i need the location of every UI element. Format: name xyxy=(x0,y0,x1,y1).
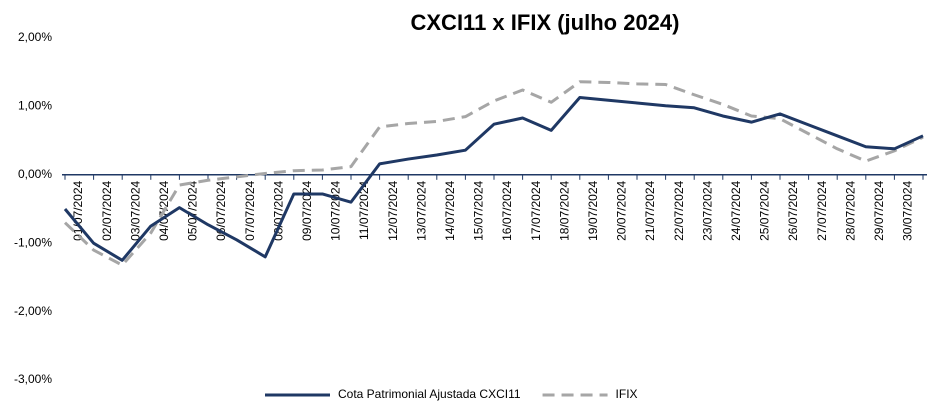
y-tick-label: -2,00% xyxy=(14,304,52,318)
chart-title: CXCI11 x IFIX (julho 2024) xyxy=(411,10,680,35)
x-tick-label: 05/07/2024 xyxy=(186,180,200,240)
x-tick-label: 02/07/2024 xyxy=(100,180,114,240)
x-tick-label: 15/07/2024 xyxy=(472,180,486,240)
x-tick-label: 19/07/2024 xyxy=(586,180,600,240)
x-tick-label: 23/07/2024 xyxy=(700,180,714,240)
y-tick-label: 2,00% xyxy=(18,30,52,44)
x-tick-label: 28/07/2024 xyxy=(843,180,857,240)
x-tick-label: 14/07/2024 xyxy=(443,180,457,240)
x-tick-label: 24/07/2024 xyxy=(729,180,743,240)
x-tick-label: 16/07/2024 xyxy=(500,180,514,240)
x-tick-label: 01/07/2024 xyxy=(71,180,85,240)
x-tick-label: 30/07/2024 xyxy=(901,180,915,240)
x-tick-label: 11/07/2024 xyxy=(357,180,371,239)
series-line xyxy=(63,96,924,262)
y-tick-label: -3,00% xyxy=(14,372,52,386)
x-tick-label: 29/07/2024 xyxy=(872,180,886,240)
x-tick-label: 12/07/2024 xyxy=(386,180,400,240)
legend-label: Cota Patrimonial Ajustada CXCI11 xyxy=(338,387,521,401)
x-tick-label: 03/07/2024 xyxy=(128,180,142,240)
y-tick-label: 0,00% xyxy=(18,167,52,181)
x-tick-label: 07/07/2024 xyxy=(243,180,257,240)
x-tick-label: 21/07/2024 xyxy=(643,180,657,240)
y-tick-label: -1,00% xyxy=(14,235,52,249)
x-tick-label: 13/07/2024 xyxy=(414,180,428,240)
x-tick-label: 26/07/2024 xyxy=(786,180,800,240)
x-tick-label: 27/07/2024 xyxy=(815,180,829,240)
legend-label: IFIX xyxy=(616,387,638,401)
series-line xyxy=(63,80,924,267)
x-tick-label: 20/07/2024 xyxy=(615,180,629,240)
x-tick-label: 10/07/2024 xyxy=(329,180,343,240)
x-tick-label: 06/07/2024 xyxy=(214,180,228,240)
x-tick-label: 08/07/2024 xyxy=(271,180,285,240)
x-tick-label: 17/07/2024 xyxy=(529,180,543,240)
y-tick-label: 1,00% xyxy=(18,99,52,113)
x-tick-label: 18/07/2024 xyxy=(557,180,571,240)
x-tick-label: 09/07/2024 xyxy=(300,180,314,240)
x-tick-label: 22/07/2024 xyxy=(672,180,686,240)
x-tick-label: 25/07/2024 xyxy=(758,180,772,240)
